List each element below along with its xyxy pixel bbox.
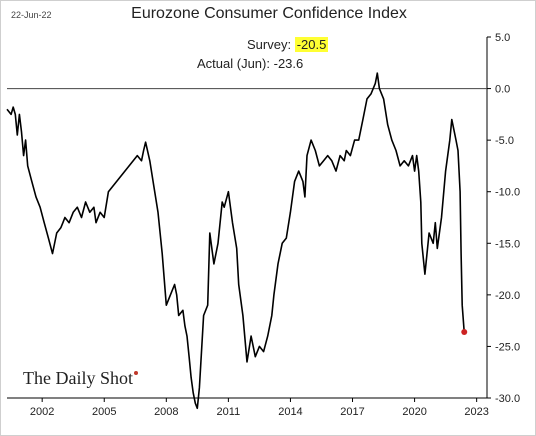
x-tick-label: 2008 bbox=[154, 406, 178, 418]
x-tick-label: 2011 bbox=[217, 406, 241, 418]
y-tick-label: 0.0 bbox=[495, 84, 510, 96]
chart-title: Eurozone Consumer Confidence Index bbox=[131, 5, 407, 22]
x-tick-label: 2020 bbox=[402, 406, 426, 418]
x-tick-label: 2023 bbox=[464, 406, 488, 418]
y-tick-label: -25.0 bbox=[495, 341, 520, 353]
series-line bbox=[6, 72, 465, 410]
actual-annotation: Actual (Jun): -23.6 bbox=[197, 56, 303, 71]
survey-label: Survey: bbox=[247, 37, 292, 52]
y-tick-label: -5.0 bbox=[495, 135, 514, 147]
x-tick-label: 2014 bbox=[278, 406, 302, 418]
brand-dot-icon bbox=[134, 371, 138, 375]
last-point-marker bbox=[461, 328, 468, 335]
date-stamp: 22-Jun-22 bbox=[11, 10, 52, 20]
y-tick-label: 5.0 bbox=[495, 32, 510, 44]
y-tick-label: -20.0 bbox=[495, 290, 520, 302]
survey-value: -20.5 bbox=[294, 37, 329, 52]
x-tick-label: 2005 bbox=[92, 406, 116, 418]
brand-logo: The Daily Shot bbox=[23, 368, 138, 389]
actual-label: Actual (Jun): bbox=[197, 56, 270, 71]
y-tick-label: -10.0 bbox=[495, 187, 520, 199]
survey-annotation: Survey: -20.5 bbox=[247, 37, 329, 52]
y-tick-label: -15.0 bbox=[495, 238, 520, 250]
actual-value: -23.6 bbox=[273, 56, 304, 71]
y-tick-label: -30.0 bbox=[495, 393, 520, 405]
x-tick-label: 2017 bbox=[340, 406, 364, 418]
x-tick-label: 2002 bbox=[30, 406, 54, 418]
brand-text: The Daily Shot bbox=[23, 368, 133, 388]
